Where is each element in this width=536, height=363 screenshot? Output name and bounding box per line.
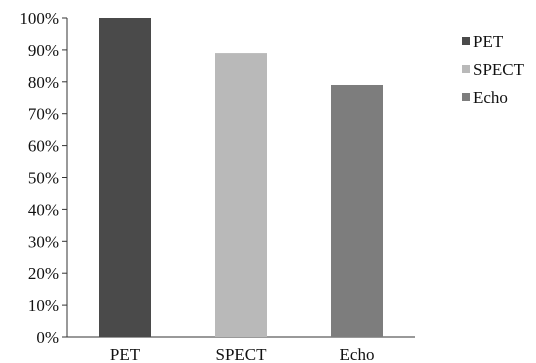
y-axis: 0% 10% 20% 30% 40% 50% 60% 70% 80% 90% 100% bbox=[19, 9, 415, 347]
bar-spect bbox=[215, 53, 267, 338]
y-tick-label: 10% bbox=[28, 296, 59, 315]
x-axis-labels: PET SPECT Echo bbox=[110, 345, 375, 363]
y-tick-label: 20% bbox=[28, 264, 59, 283]
legend-swatch bbox=[462, 65, 470, 73]
y-tick-label: 100% bbox=[19, 9, 59, 28]
legend-label: Echo bbox=[473, 88, 508, 107]
legend-swatch bbox=[462, 37, 470, 45]
x-category-label: PET bbox=[110, 345, 141, 363]
y-tick-label: 70% bbox=[28, 105, 59, 124]
legend: PET SPECT Echo bbox=[462, 32, 525, 107]
y-tick-label: 50% bbox=[28, 169, 59, 188]
y-tick-label: 40% bbox=[28, 200, 59, 219]
y-tick-label: 90% bbox=[28, 41, 59, 60]
y-tick-label: 0% bbox=[36, 328, 59, 347]
bar-echo bbox=[331, 84, 383, 338]
x-category-label: SPECT bbox=[215, 345, 267, 363]
y-tick-label: 30% bbox=[28, 232, 59, 251]
y-tick-label: 80% bbox=[28, 73, 59, 92]
y-tick-label: 60% bbox=[28, 137, 59, 156]
x-category-label: Echo bbox=[340, 345, 375, 363]
bar-pet bbox=[99, 18, 151, 337]
bars bbox=[99, 18, 383, 338]
legend-label: SPECT bbox=[473, 60, 525, 79]
legend-swatch bbox=[462, 93, 470, 101]
legend-label: PET bbox=[473, 32, 504, 51]
